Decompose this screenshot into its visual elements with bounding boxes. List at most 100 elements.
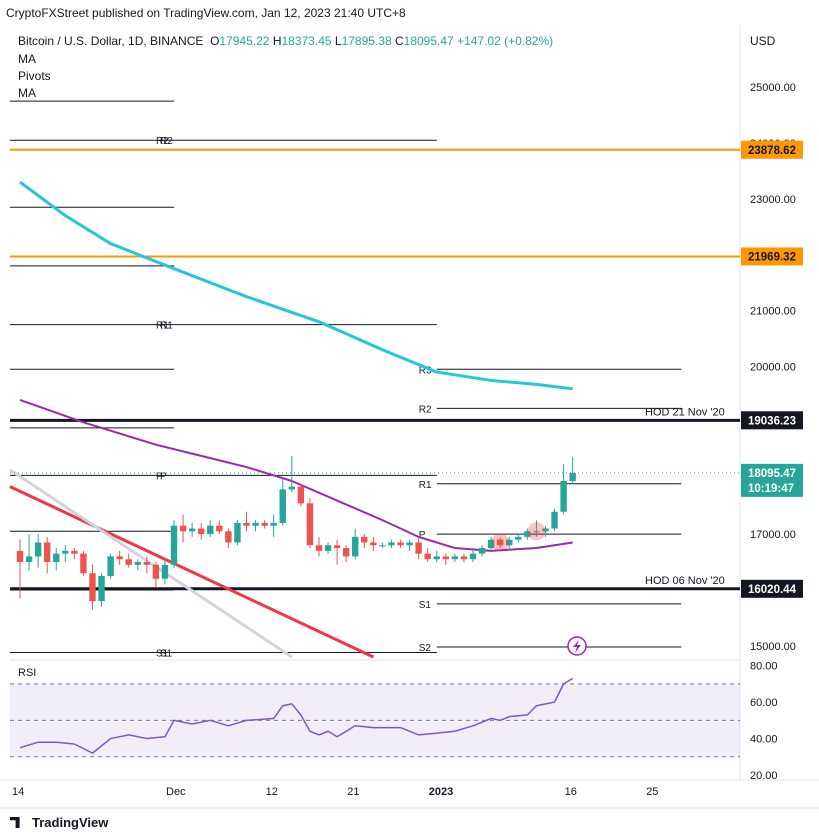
candle-body xyxy=(342,548,350,557)
price-tick-label: 23000.00 xyxy=(750,194,796,206)
candle xyxy=(53,548,60,571)
candle xyxy=(261,520,268,529)
pivot-label: R1 xyxy=(419,480,432,491)
candle-body xyxy=(406,542,413,546)
price-tick-label: 20000.00 xyxy=(750,361,796,373)
change-value: +147.02 (+0.82%) xyxy=(457,34,554,48)
candle xyxy=(216,520,223,535)
candle-body xyxy=(179,525,187,532)
candle-body xyxy=(533,531,540,533)
candle xyxy=(478,545,486,557)
pivot-label: R3 xyxy=(419,365,432,376)
candle-body xyxy=(98,575,105,602)
candle xyxy=(98,573,105,607)
candle-body xyxy=(25,556,33,563)
price-badge-value: 18095.47 xyxy=(748,468,796,480)
key-level-label: 23878.62 xyxy=(748,145,796,157)
rsi-tick-label: 60.00 xyxy=(750,697,778,709)
candle xyxy=(533,520,540,537)
candle-body xyxy=(134,562,141,565)
symbol-name[interactable]: Bitcoin / U.S. Dollar, 1D, BINANCE xyxy=(18,34,204,48)
candle-body xyxy=(270,522,277,526)
tradingview-logo[interactable]: TradingView xyxy=(10,815,108,830)
indicator-pivots[interactable]: Pivots xyxy=(18,69,51,83)
candle-body xyxy=(524,531,531,537)
candle xyxy=(71,548,78,560)
candle xyxy=(116,550,123,565)
time-tick-label: 25 xyxy=(646,786,658,798)
price-badge-timer: 10:19:47 xyxy=(748,483,794,495)
candle-body xyxy=(560,481,567,512)
indicator-ma-2[interactable]: MA xyxy=(18,86,36,100)
candle xyxy=(107,553,114,579)
candle xyxy=(188,522,196,537)
currency-label[interactable]: USD xyxy=(750,34,776,48)
candle xyxy=(415,536,422,560)
key-level-badge xyxy=(741,411,803,430)
candle xyxy=(424,548,431,563)
candle xyxy=(161,559,169,585)
candle xyxy=(89,564,96,610)
open-label: O xyxy=(210,34,220,48)
candle-body xyxy=(569,472,576,482)
candle xyxy=(379,542,386,549)
candle xyxy=(397,539,404,549)
ma-200-line xyxy=(19,180,573,391)
candle-body xyxy=(415,542,422,554)
indicator-ma-1[interactable]: MA xyxy=(18,52,36,66)
candle xyxy=(297,483,305,507)
candle-body xyxy=(397,542,404,546)
candle-body xyxy=(16,550,24,563)
candle-body xyxy=(361,536,368,543)
time-tick-label: 2023 xyxy=(429,786,453,798)
candle xyxy=(152,562,160,588)
candle-body xyxy=(207,525,214,535)
candle-body xyxy=(34,542,42,557)
tradingview-logo-text: TradingView xyxy=(32,815,109,830)
rsi-band xyxy=(10,683,740,757)
rsi-tick-label: 80.00 xyxy=(750,661,778,673)
candle-body xyxy=(424,553,431,560)
pivot-label: R2 xyxy=(160,136,173,147)
candle-body xyxy=(279,489,286,523)
candle-body xyxy=(478,548,486,554)
price-tick-label: 15000.00 xyxy=(750,641,796,653)
candle-body xyxy=(152,564,160,579)
candle-body xyxy=(288,486,295,490)
candle-body xyxy=(352,536,359,557)
candle-body xyxy=(315,545,323,551)
price-badge xyxy=(741,463,803,497)
candle-body xyxy=(451,556,459,560)
pivot-label: R2 xyxy=(419,404,432,415)
candle-body xyxy=(306,503,314,546)
candle-body xyxy=(261,522,268,526)
candle-body xyxy=(469,553,477,560)
candle xyxy=(34,534,42,568)
rsi-label[interactable]: RSI xyxy=(18,667,37,679)
candle-body xyxy=(43,542,51,563)
candle-body xyxy=(379,545,386,547)
candle xyxy=(469,548,477,563)
candle xyxy=(43,536,51,574)
tradingview-logo-icon xyxy=(10,817,20,828)
low-label: L xyxy=(334,34,342,48)
close-value: 18095.47 xyxy=(403,34,454,48)
candle xyxy=(496,536,504,549)
candle xyxy=(451,553,459,563)
candle-body xyxy=(370,542,377,546)
pivot-label: P xyxy=(160,471,167,482)
candle xyxy=(16,539,24,599)
candle xyxy=(406,539,413,551)
candle xyxy=(243,511,250,532)
candle xyxy=(125,553,132,568)
candle-body xyxy=(252,522,259,526)
candle xyxy=(315,536,323,557)
key-level-note: HOD 21 Nov '20 xyxy=(645,406,725,418)
candle xyxy=(542,525,549,537)
candle xyxy=(143,556,151,574)
high-label: H xyxy=(272,34,282,48)
candle xyxy=(370,536,377,551)
high-value: 18373.45 xyxy=(281,34,332,48)
open-value: 17945.22 xyxy=(219,34,270,48)
